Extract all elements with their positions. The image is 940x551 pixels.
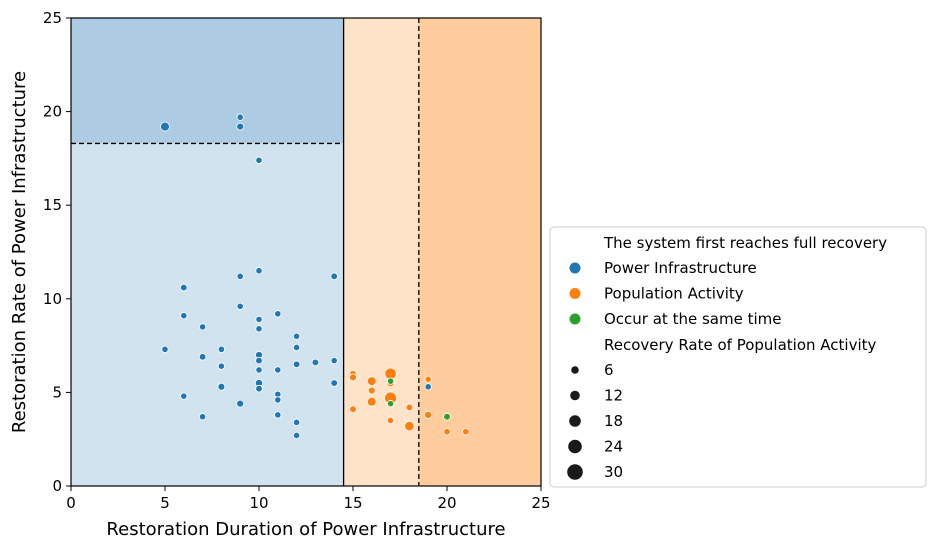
legend-size-marker-12 xyxy=(570,390,580,401)
point-power-infrastructure-16 xyxy=(161,345,169,353)
point-power-infrastructure-23 xyxy=(292,360,301,369)
legend-marker-1 xyxy=(569,288,581,299)
axes-layer: 0 5 10 15 20 25 0 5 10 15 20 25 xyxy=(43,9,551,512)
point-power-infrastructure-34 xyxy=(180,392,188,400)
plot-frame xyxy=(70,17,542,487)
point-power-infrastructure-14 xyxy=(292,332,301,340)
point-population-activity-14 xyxy=(443,427,451,436)
point-population-activity-13 xyxy=(404,420,415,432)
point-power-infrastructure-35 xyxy=(236,399,245,408)
point-power-infrastructure-13 xyxy=(255,325,263,333)
point-power-infrastructure-21 xyxy=(330,356,338,365)
point-power-infrastructure-30 xyxy=(255,384,263,393)
legend-frame xyxy=(549,226,927,488)
y-tick-label: 10 xyxy=(43,290,62,308)
legend-marker-2 xyxy=(569,313,581,325)
point-population-activity-8 xyxy=(366,396,377,407)
point-power-infrastructure-19 xyxy=(198,353,207,361)
point-power-infrastructure-15 xyxy=(292,343,301,352)
legend-size-entries: 6 12 18 24 30 xyxy=(567,361,623,481)
legend-size-marker-6 xyxy=(571,366,579,374)
x-tick-label: 5 xyxy=(160,494,170,512)
point-power-infrastructure-20 xyxy=(255,356,263,365)
point-power-infrastructure-11 xyxy=(255,315,263,323)
point-population-activity-10 xyxy=(349,405,357,414)
data-points-layer xyxy=(160,113,470,440)
point-power-infrastructure-38 xyxy=(292,418,301,426)
point-population-activity-5 xyxy=(424,375,432,383)
point-power-infrastructure-4 xyxy=(180,283,188,292)
point-population-activity-9 xyxy=(405,403,414,412)
point-power-infrastructure-27 xyxy=(330,379,338,387)
point-power-infrastructure-29 xyxy=(217,382,226,391)
y-axis-label: Restoration Rate of Power Infrastructure xyxy=(9,71,30,433)
point-power-infrastructure-7 xyxy=(330,272,338,281)
legend-label: Population Activity xyxy=(604,285,744,303)
point-power-infrastructure-24 xyxy=(217,362,225,370)
point-power-infrastructure-2 xyxy=(236,122,245,131)
legend-size-marker-24 xyxy=(568,439,582,454)
point-power-infrastructure-12 xyxy=(199,323,207,331)
legend-size-title: Recovery Rate of Population Activity xyxy=(604,336,877,354)
point-occur-at-the-same-time-1 xyxy=(386,400,395,408)
legend-size-marker-30 xyxy=(567,464,583,480)
point-population-activity-6 xyxy=(367,386,376,395)
point-power-infrastructure-33 xyxy=(274,396,282,404)
x-tick-label: 0 xyxy=(66,494,76,512)
y-tick-label: 15 xyxy=(43,196,62,214)
y-tick-label: 5 xyxy=(52,383,62,401)
point-population-activity-1 xyxy=(349,373,357,382)
point-population-activity-15 xyxy=(462,427,470,436)
legend-hue-title: The system first reaches full recovery xyxy=(603,234,887,252)
region-power-first-high-rate xyxy=(71,18,344,144)
point-power-infrastructure-26 xyxy=(274,366,282,374)
point-power-infrastructure-3 xyxy=(255,156,263,164)
x-axis-label: Restoration Duration of Power Infrastruc… xyxy=(106,519,505,540)
point-power-infrastructure-36 xyxy=(199,413,207,421)
point-power-infrastructure-25 xyxy=(255,366,263,374)
point-population-activity-12 xyxy=(386,416,395,425)
x-tick-label: 10 xyxy=(249,494,268,512)
point-power-infrastructure-31 xyxy=(424,383,432,391)
point-population-activity-3 xyxy=(366,376,377,387)
legend-marker-0 xyxy=(569,262,581,274)
region-power-first-low-rate xyxy=(71,143,344,486)
y-tick-label: 20 xyxy=(43,103,62,121)
y-tick-label: 0 xyxy=(52,477,62,495)
point-occur-at-the-same-time-2 xyxy=(443,412,451,421)
region-middle-band xyxy=(343,18,419,486)
point-occur-at-the-same-time-0 xyxy=(386,377,395,385)
legend-hue-entries: Power Infrastructure Population Activity O… xyxy=(569,259,781,328)
legend: The system first reaches full recovery R… xyxy=(549,226,927,488)
legend-size-label: 6 xyxy=(604,361,614,379)
y-tick-label: 25 xyxy=(43,9,62,27)
x-tick-label: 25 xyxy=(531,494,550,512)
point-power-infrastructure-17 xyxy=(217,345,225,353)
reference-lines-layer xyxy=(71,18,420,486)
point-power-infrastructure-37 xyxy=(274,411,282,419)
legend-size-marker-18 xyxy=(569,415,581,427)
point-power-infrastructure-1 xyxy=(236,113,244,121)
region-shading-layer xyxy=(71,18,541,486)
legend-size-label: 30 xyxy=(604,463,623,481)
legend-size-label: 12 xyxy=(604,387,623,405)
point-power-infrastructure-5 xyxy=(255,267,263,275)
x-tick-label: 15 xyxy=(343,494,362,512)
legend-label: Power Infrastructure xyxy=(604,259,757,277)
legend-size-label: 18 xyxy=(604,412,623,430)
point-power-infrastructure-10 xyxy=(274,310,282,318)
point-power-infrastructure-6 xyxy=(236,272,244,280)
point-population-activity-11 xyxy=(424,410,433,419)
point-power-infrastructure-22 xyxy=(311,358,320,367)
point-power-infrastructure-0 xyxy=(160,121,170,132)
legend-size-label: 24 xyxy=(604,438,623,456)
point-power-infrastructure-8 xyxy=(236,302,244,310)
point-power-infrastructure-9 xyxy=(180,312,188,320)
x-tick-label: 20 xyxy=(437,494,456,512)
point-power-infrastructure-39 xyxy=(292,431,301,440)
legend-label: Occur at the same time xyxy=(604,310,781,328)
region-right-band xyxy=(418,18,541,486)
